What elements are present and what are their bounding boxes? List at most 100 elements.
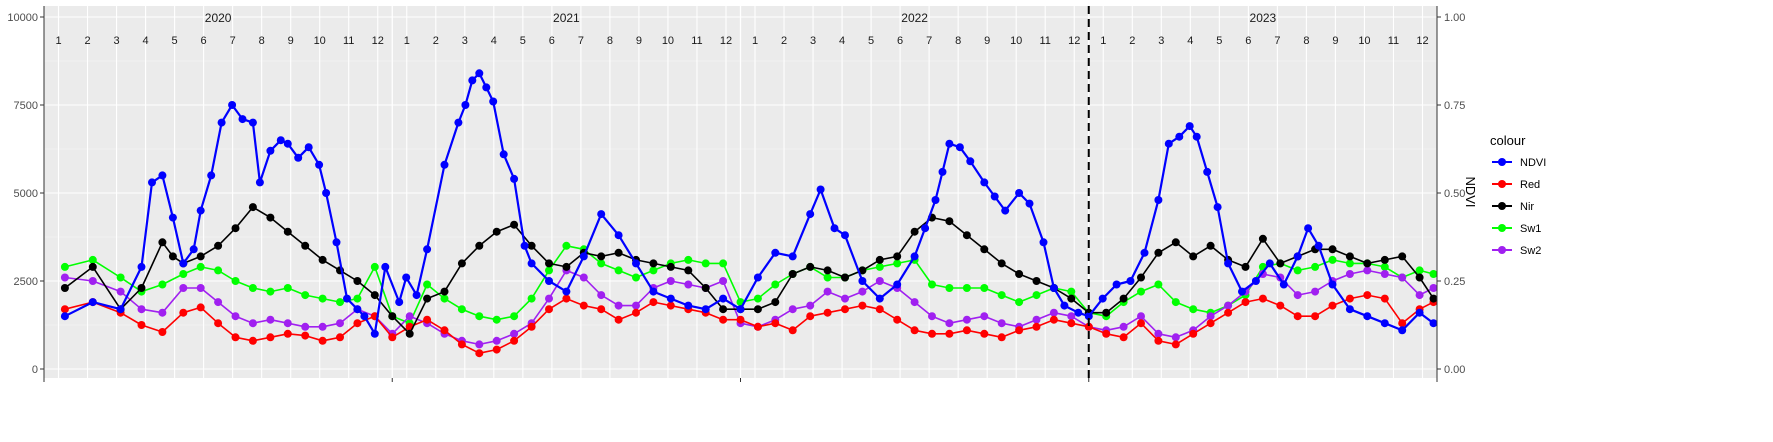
data-point-sw2 [545,294,553,303]
data-point-sw1 [318,294,327,303]
data-point-sw1 [1171,298,1180,307]
data-point-ndvi [1398,326,1407,335]
data-point-sw1 [997,291,1006,300]
data-point-sw2 [1049,308,1058,317]
data-point-sw2 [1137,312,1145,321]
data-point-ndvi [1415,308,1424,317]
data-point-ndvi [1126,277,1135,285]
data-point-sw2 [179,284,188,292]
data-point-nir [231,224,240,233]
data-point-sw1 [179,270,188,278]
month-label: 5 [172,35,178,47]
data-point-ndvi [370,329,379,338]
data-point-nir [353,277,362,285]
data-point-ndvi [701,305,710,314]
data-point-ndvi [875,294,884,303]
data-point-red [597,305,606,314]
legend-label: Sw2 [1520,245,1541,257]
data-point-sw1 [336,298,344,307]
data-point-ndvi [1015,189,1024,197]
month-label: 5 [1216,35,1222,47]
data-point-ndvi [931,196,940,204]
data-point-nir [1380,255,1389,264]
data-point-red [614,315,623,324]
data-point-ndvi [1213,203,1222,212]
data-point-ndvi [461,101,470,109]
data-point-ndvi [454,118,463,127]
data-point-sw2 [997,319,1006,328]
month-label: 11 [343,35,354,47]
month-label: 9 [288,35,294,47]
data-point-red [266,333,275,342]
data-point-ndvi [1175,132,1184,141]
data-point-ndvi [893,280,902,289]
data-point-nir [1119,294,1128,303]
month-label: 9 [1332,35,1338,47]
data-point-red [1224,308,1233,317]
data-point-ndvi [816,185,825,194]
data-point-sw1 [1015,298,1024,307]
month-label: 5 [868,35,874,47]
data-point-sw2 [666,277,675,285]
data-point-sw2 [1067,312,1076,321]
data-point-red [1067,319,1076,328]
data-point-ndvi [353,305,362,314]
data-point-sw1 [88,255,97,264]
data-point-sw1 [1429,270,1438,278]
data-point-sw2 [248,319,257,328]
legend-label: Nir [1520,201,1534,213]
data-point-red [60,305,69,314]
data-point-nir [823,266,832,275]
data-point-red [893,315,902,324]
data-point-nir [1137,273,1145,282]
data-point-ndvi [1001,206,1010,215]
data-point-red [928,329,936,338]
data-point-ndvi [1328,280,1337,289]
data-point-ndvi [137,262,146,271]
data-point-ndvi [632,259,640,268]
data-point-sw2 [806,301,815,310]
data-point-nir [1102,308,1111,317]
data-point-ndvi [217,118,226,127]
data-point-ndvi [562,287,571,296]
data-point-sw1 [719,259,728,268]
left-tick-label: 5000 [14,188,38,200]
data-point-red [666,301,675,310]
month-label: 11 [691,35,702,47]
data-point-nir [858,266,867,275]
data-point-nir [614,248,623,257]
data-point-red [771,319,780,328]
right-axis-title: NDVI [1463,176,1478,207]
data-point-ndvi [788,252,797,261]
data-point-ndvi [332,238,341,247]
data-point-ndvi [266,146,275,155]
data-point-red [1084,322,1093,331]
data-point-sw2 [1363,266,1372,275]
data-point-red [1276,301,1285,310]
data-point-red [214,319,223,328]
data-point-nir [597,252,606,261]
data-point-sw1 [527,294,536,303]
data-point-sw1 [1067,287,1076,296]
month-label: 7 [578,35,584,47]
data-point-sw2 [214,298,223,307]
month-label: 8 [259,35,265,47]
data-point-ndvi [1039,238,1048,247]
data-point-ndvi [1098,294,1107,303]
data-point-nir [910,227,919,236]
data-point-sw1 [423,280,432,289]
data-point-sw1 [214,266,223,275]
data-point-sw2 [719,277,728,285]
right-tick-label: 0.25 [1444,276,1465,288]
data-point-nir [875,255,884,264]
data-point-nir [562,262,571,271]
data-point-nir [283,227,292,236]
data-point-sw2 [266,315,275,324]
data-point-nir [771,298,780,307]
data-point-nir [248,203,257,212]
data-point-sw2 [1415,291,1424,300]
data-point-sw2 [196,284,205,292]
data-point-red [475,349,484,358]
data-point-sw1 [60,262,69,271]
